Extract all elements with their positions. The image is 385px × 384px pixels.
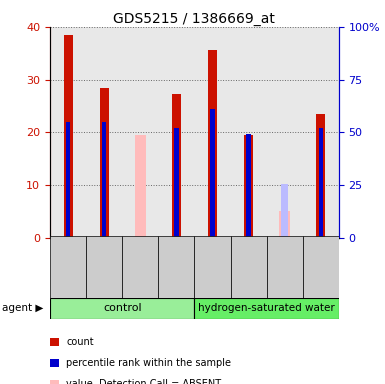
Text: value, Detection Call = ABSENT: value, Detection Call = ABSENT (66, 379, 221, 384)
Bar (134, 135, 146, 238)
Bar (64, 35, 73, 238)
Bar (244, 135, 253, 238)
Bar (174, 128, 179, 238)
Bar (50, 236, 86, 298)
Text: count: count (66, 337, 94, 347)
Bar (246, 134, 251, 238)
Text: agent ▶: agent ▶ (2, 303, 43, 313)
Title: GDS5215 / 1386669_at: GDS5215 / 1386669_at (114, 12, 275, 26)
Text: percentile rank within the sample: percentile rank within the sample (66, 358, 231, 368)
Bar (318, 128, 323, 238)
Bar (158, 236, 194, 298)
Bar (316, 114, 325, 238)
Bar (122, 236, 158, 298)
Bar (208, 50, 217, 238)
Bar (303, 236, 339, 298)
Bar (86, 236, 122, 298)
Bar (194, 236, 231, 298)
Bar (281, 184, 288, 238)
Bar (210, 109, 215, 238)
Bar (194, 298, 339, 319)
Bar (66, 122, 70, 238)
Bar (100, 88, 109, 238)
Text: control: control (103, 303, 142, 313)
Bar (50, 298, 194, 319)
Bar (102, 122, 106, 238)
Bar (266, 236, 303, 298)
Bar (172, 94, 181, 238)
Bar (279, 210, 290, 238)
Bar (231, 236, 266, 298)
Text: hydrogen-saturated water: hydrogen-saturated water (198, 303, 335, 313)
